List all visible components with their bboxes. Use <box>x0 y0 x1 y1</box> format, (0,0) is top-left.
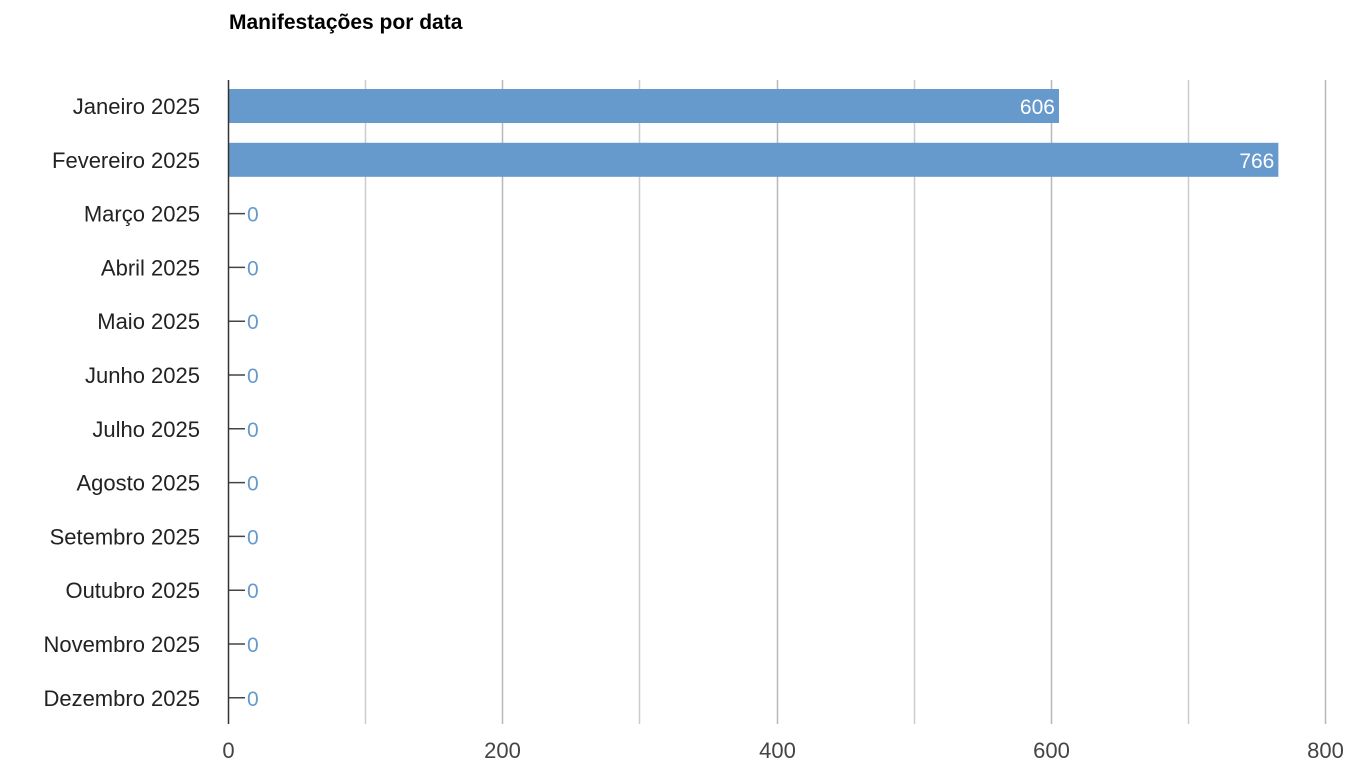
gridlines <box>364 80 1327 724</box>
category-label: Setembro 2025 <box>50 524 200 549</box>
data-label: 0 <box>247 688 259 711</box>
data-label: 0 <box>247 365 259 388</box>
category-label: Agosto 2025 <box>76 471 200 496</box>
category-label: Outubro 2025 <box>65 578 200 603</box>
x-tick-label: 200 <box>484 738 521 763</box>
data-label: 0 <box>247 473 259 496</box>
category-label: Fevereiro 2025 <box>52 148 200 173</box>
data-label: 0 <box>247 526 259 549</box>
x-tick-label: 0 <box>222 738 234 763</box>
data-label: 606 <box>1020 96 1055 119</box>
labels: 0 200 400 600 800 Janeiro 2025 606 Fevereiro 20… <box>43 94 1343 763</box>
category-label: Julho 2025 <box>92 417 200 442</box>
category-label: Novembro 2025 <box>43 632 200 657</box>
category-label: Março 2025 <box>84 202 200 227</box>
data-label: 0 <box>247 257 259 280</box>
category-label: Dezembro 2025 <box>43 686 200 711</box>
data-label: 0 <box>247 311 259 334</box>
data-label: 0 <box>247 580 259 603</box>
category-label: Janeiro 2025 <box>73 94 200 119</box>
data-label: 0 <box>247 419 259 442</box>
chart-title: Manifestações por data <box>229 11 463 34</box>
data-label: 0 <box>247 204 259 227</box>
data-label: 0 <box>247 634 259 657</box>
category-label: Maio 2025 <box>97 309 200 334</box>
category-label: Junho 2025 <box>85 363 200 388</box>
x-tick-label: 800 <box>1307 738 1344 763</box>
x-tick-label: 600 <box>1033 738 1070 763</box>
bar <box>228 89 1059 123</box>
bar <box>228 142 1279 177</box>
data-label: 766 <box>1239 150 1274 173</box>
bars <box>228 89 1279 699</box>
x-tick-label: 400 <box>759 738 796 763</box>
category-label: Abril 2025 <box>101 255 200 280</box>
